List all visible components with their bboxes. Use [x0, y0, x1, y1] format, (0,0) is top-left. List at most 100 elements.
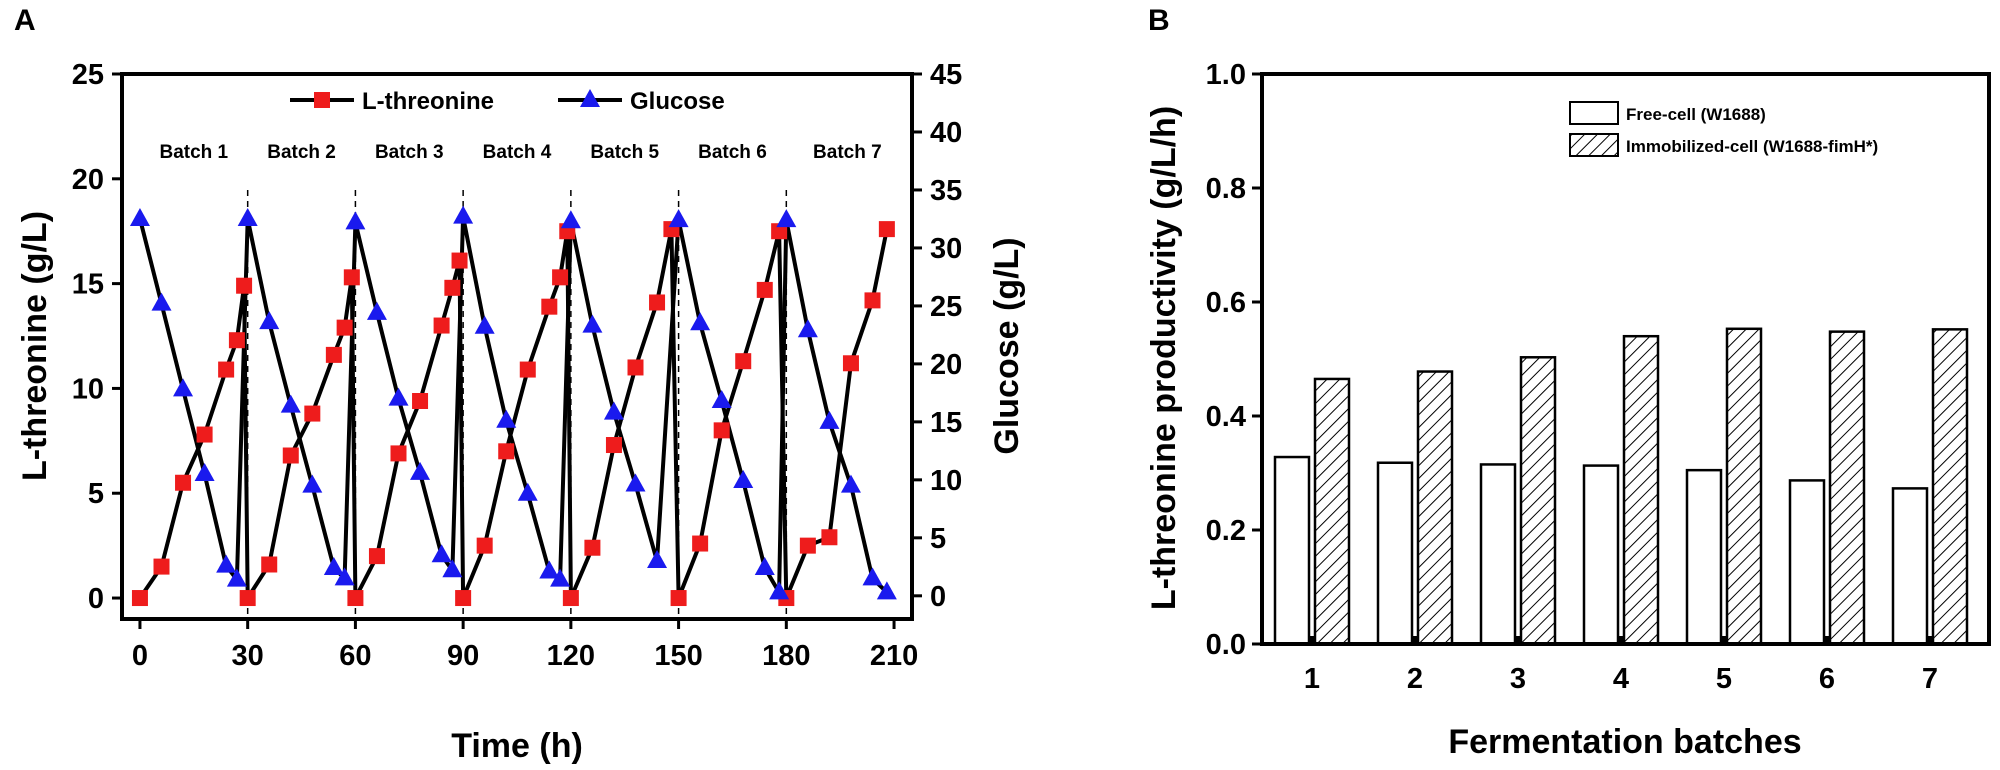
l-threonine-point	[131, 590, 148, 607]
panel-a-series	[129, 205, 897, 607]
immobilized-cell-bar	[1313, 377, 1351, 646]
l-threonine-point	[771, 223, 788, 240]
l-threonine-point	[412, 393, 429, 409]
l-threonine-point	[282, 447, 299, 464]
y-tick-label: 0.4	[1206, 401, 1246, 433]
free-cell-bar	[1582, 464, 1620, 646]
x-tick-label: 5	[1716, 663, 1732, 695]
l-threonine-point	[605, 437, 622, 454]
glucose-point	[442, 559, 463, 578]
y-tick-label: 0.8	[1206, 173, 1246, 205]
glucose-point	[216, 554, 237, 573]
batch-label: Batch 1	[159, 142, 228, 163]
glucose-point	[733, 470, 754, 489]
glucose-point	[259, 311, 280, 330]
glucose-point	[431, 544, 452, 563]
panel-a-legend: L-threonine Glucose	[290, 88, 725, 115]
panel-a-y-axis-left: 0 5 10 15 20 25	[72, 59, 122, 615]
panel-a-letter: A	[14, 4, 36, 37]
y-tick-label: 5	[88, 478, 104, 510]
glucose-point	[754, 556, 775, 575]
panel-a: A Batch 1 Batch 2 Batch 3 Batch 4 Batch 5 Bat…	[14, 4, 1026, 765]
y2-tick-label: 15	[930, 407, 962, 439]
free-cell-bar	[1273, 455, 1311, 646]
l-threonine-point	[196, 426, 213, 443]
panel-b-y-axis: 0.0 0.2 0.4 0.6 0.8 1.0	[1206, 59, 1262, 661]
glucose-point	[194, 463, 215, 482]
glucose-point	[603, 401, 624, 420]
glucose-point	[173, 378, 194, 397]
glucose-point	[690, 312, 711, 331]
l-threonine-point	[627, 359, 644, 376]
panel-b-bars	[1273, 327, 1969, 646]
x-tick-label: 6	[1819, 663, 1835, 695]
x-tick-label: 2	[1407, 663, 1423, 695]
legend-free-cell-swatch	[1569, 101, 1619, 125]
l-threonine-point	[821, 529, 838, 546]
glucose-point	[237, 207, 258, 226]
glucose-point	[496, 409, 517, 428]
x-tick-label: 0	[132, 640, 148, 672]
l-threonine-point	[541, 298, 558, 315]
l-threonine-point	[455, 590, 472, 607]
free-cell-bar	[1376, 461, 1414, 646]
l-threonine-point	[433, 317, 450, 334]
y2-tick-label: 0	[930, 581, 946, 613]
panel-a-y-axis-right: 0 5 10 15 20 25 30 35 40 45	[912, 59, 962, 613]
l-threonine-point	[228, 332, 245, 349]
panel-a-x-axis: 0 30 60 90 120 150 180 210	[132, 619, 918, 672]
y2-tick-label: 20	[930, 349, 962, 381]
glucose-point	[776, 209, 797, 228]
y2-tick-label: 30	[930, 233, 962, 265]
immobilized-cell-bar	[1828, 330, 1866, 646]
batch-label: Batch 4	[483, 142, 552, 163]
l-threonine-point	[692, 535, 709, 552]
glucose-point	[560, 210, 581, 229]
l-threonine-point	[476, 537, 493, 554]
l-threonine-point	[756, 281, 773, 298]
legend-l-threonine-label: L-threonine	[362, 88, 494, 115]
x-tick-label: 30	[232, 640, 264, 672]
glucose-point	[797, 319, 818, 338]
glucose-point	[668, 209, 689, 228]
glucose-point	[323, 556, 344, 575]
l-threonine-point	[649, 294, 666, 311]
x-tick-label: 1	[1304, 663, 1320, 695]
free-cell-bar	[1685, 468, 1723, 646]
glucose-point	[410, 461, 431, 480]
glucose-point	[453, 205, 474, 224]
y-tick-label: 15	[72, 269, 104, 301]
y-tick-label: 10	[72, 373, 104, 405]
glucose-point	[151, 292, 172, 311]
panel-b-legend: Free-cell (W1688) Immobilized-cell (W1688…	[1569, 101, 1878, 157]
l-threonine-point	[584, 539, 601, 556]
glucose-point	[129, 207, 150, 226]
x-tick-label: 150	[654, 640, 702, 672]
glucose-point	[345, 211, 366, 230]
y-tick-label: 0.2	[1206, 515, 1246, 547]
legend-l-threonine-marker	[314, 92, 330, 108]
glucose-point	[302, 474, 323, 493]
free-cell-bar	[1788, 479, 1826, 646]
batch-label: Batch 6	[698, 142, 767, 163]
panel-a-x-axis-title: Time (h)	[451, 727, 583, 765]
glucose-point	[876, 581, 897, 600]
panel-a-plot-frame	[120, 72, 914, 621]
legend-immobilized-cell-label: Immobilized-cell (W1688-fimH*)	[1626, 137, 1878, 156]
x-tick-label: 3	[1510, 663, 1526, 695]
batch-label: Batch 2	[267, 142, 336, 163]
panel-a-batch-labels: Batch 1 Batch 2 Batch 3 Batch 4 Batch 5 Batch…	[159, 142, 881, 163]
y-tick-label: 25	[72, 59, 104, 91]
l-threonine-point	[336, 319, 353, 336]
l-threonine-point	[519, 361, 536, 378]
l-threonine-point	[451, 252, 468, 269]
x-tick-label: 120	[547, 640, 595, 672]
glucose-point	[539, 560, 560, 579]
l-threonine-point	[218, 361, 235, 378]
glucose-point	[625, 473, 646, 492]
glucose-point	[862, 567, 883, 586]
batch-label: Batch 3	[375, 142, 444, 163]
y-tick-label: 0	[88, 583, 104, 615]
panel-b-x-axis: 1 2 3 4 5 6 7	[1304, 636, 1938, 695]
y2-tick-label: 45	[930, 59, 962, 91]
